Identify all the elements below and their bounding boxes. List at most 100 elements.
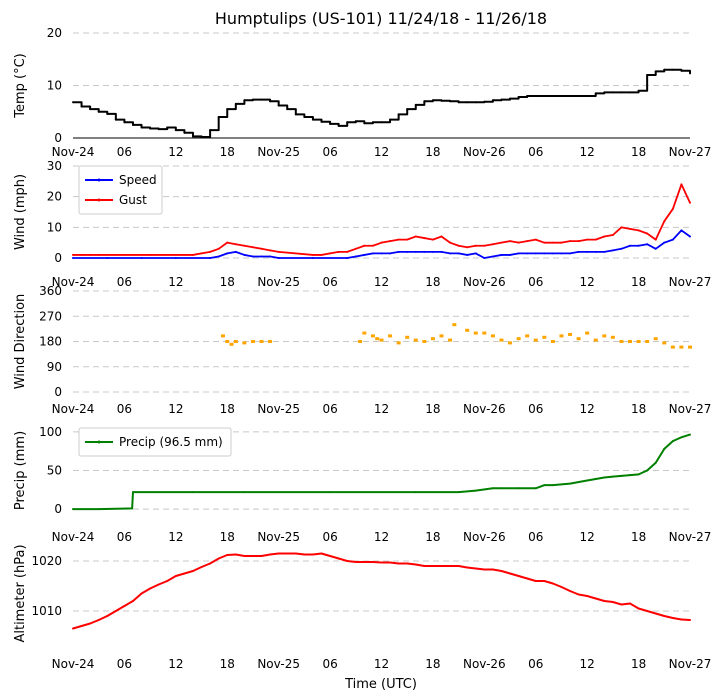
data-point	[671, 238, 674, 241]
data-point	[371, 561, 374, 563]
panel-1: Humptulips (US-101) 11/24/18 - 11/26/18 0…	[13, 9, 711, 159]
data-point	[663, 615, 666, 617]
data-point	[603, 476, 606, 479]
series-altimeter	[72, 552, 691, 630]
data-point	[680, 69, 683, 72]
x-tick-label: 06	[117, 275, 132, 289]
data-point	[397, 250, 400, 253]
x-tick-label: 06	[322, 530, 337, 544]
data-point	[646, 232, 649, 235]
x-tick-label: Nov-25	[257, 402, 300, 416]
data-point	[500, 570, 503, 572]
data-point	[466, 566, 469, 569]
data-point	[106, 112, 109, 115]
data-point	[517, 241, 520, 244]
data-point	[346, 250, 349, 253]
data-point	[397, 238, 400, 241]
y-axis-label: Precip (mm)	[13, 431, 28, 510]
data-point	[542, 335, 547, 339]
data-point	[620, 226, 623, 229]
data-point	[406, 238, 409, 241]
data-point	[380, 241, 383, 244]
x-tick-label: Nov-25	[257, 657, 300, 671]
data-point	[191, 135, 194, 138]
data-point	[329, 555, 332, 557]
data-point	[637, 607, 640, 610]
data-point	[620, 91, 623, 94]
x-tick-label: 18	[425, 145, 440, 159]
y-axis-label: Altimeter (hPa)	[13, 544, 28, 642]
data-point	[157, 128, 160, 131]
data-point	[440, 99, 443, 102]
data-point	[114, 610, 117, 612]
data-point	[337, 250, 340, 253]
data-point	[389, 240, 392, 243]
data-point	[439, 334, 444, 338]
data-point	[663, 241, 666, 244]
data-point	[423, 237, 426, 240]
data-point	[534, 252, 537, 255]
data-point	[174, 575, 177, 577]
legend-marker	[97, 440, 101, 444]
data-point	[286, 552, 289, 555]
x-tick-label: Nov-24	[52, 530, 95, 544]
x-tick-label: 12	[168, 145, 183, 159]
x-tick-label: Nov-24	[52, 657, 95, 671]
data-point	[680, 436, 683, 439]
data-point	[234, 553, 237, 556]
data-point	[269, 100, 272, 103]
data-point	[491, 255, 494, 258]
x-tick-label: 12	[580, 530, 595, 544]
data-point	[603, 91, 606, 94]
data-point	[680, 618, 683, 621]
data-point	[569, 590, 572, 592]
x-tick-label: 12	[168, 657, 183, 671]
data-point	[603, 600, 606, 602]
legend-marker	[97, 178, 101, 182]
x-tick-label: 06	[528, 530, 543, 544]
data-point	[611, 91, 614, 94]
data-point	[200, 252, 203, 255]
x-tick-label: Nov-26	[463, 275, 506, 289]
x-tick-label: 18	[220, 530, 235, 544]
data-point	[217, 557, 220, 560]
data-point	[525, 334, 530, 338]
data-point	[689, 72, 691, 75]
y-tick-label: 0	[54, 251, 62, 265]
data-point	[166, 126, 169, 129]
data-point	[72, 253, 74, 256]
y-tick-label: 360	[39, 284, 62, 298]
data-point	[440, 565, 443, 567]
data-point	[543, 241, 546, 244]
y-tick-label: 0	[54, 502, 62, 516]
series-line	[73, 183, 691, 256]
data-point	[191, 491, 194, 494]
x-tick-label: 06	[322, 145, 337, 159]
data-point	[303, 116, 306, 118]
data-point	[534, 580, 537, 582]
data-point	[329, 491, 332, 494]
data-point	[354, 255, 357, 258]
y-axis-label: Temp (°C)	[13, 53, 28, 119]
data-point	[140, 257, 143, 259]
data-point	[277, 552, 280, 555]
data-point	[473, 331, 478, 335]
x-tick-label: Nov-27	[669, 402, 712, 416]
data-point	[354, 561, 357, 563]
x-tick-label: Nov-25	[257, 145, 300, 159]
data-point	[602, 334, 607, 338]
data-point	[636, 340, 641, 343]
data-point	[671, 617, 674, 619]
data-point	[611, 601, 614, 603]
data-point	[560, 95, 563, 97]
y-axis-label: Wind Direction	[13, 294, 28, 390]
data-point	[509, 253, 512, 256]
y-tick-label: 20	[47, 26, 62, 40]
data-point	[594, 238, 597, 241]
data-point	[370, 334, 375, 338]
x-tick-label: 18	[220, 402, 235, 416]
y-tick-label: 270	[39, 309, 62, 323]
data-point	[457, 565, 460, 567]
y-tick-label: 180	[39, 335, 62, 349]
data-point	[191, 253, 194, 256]
